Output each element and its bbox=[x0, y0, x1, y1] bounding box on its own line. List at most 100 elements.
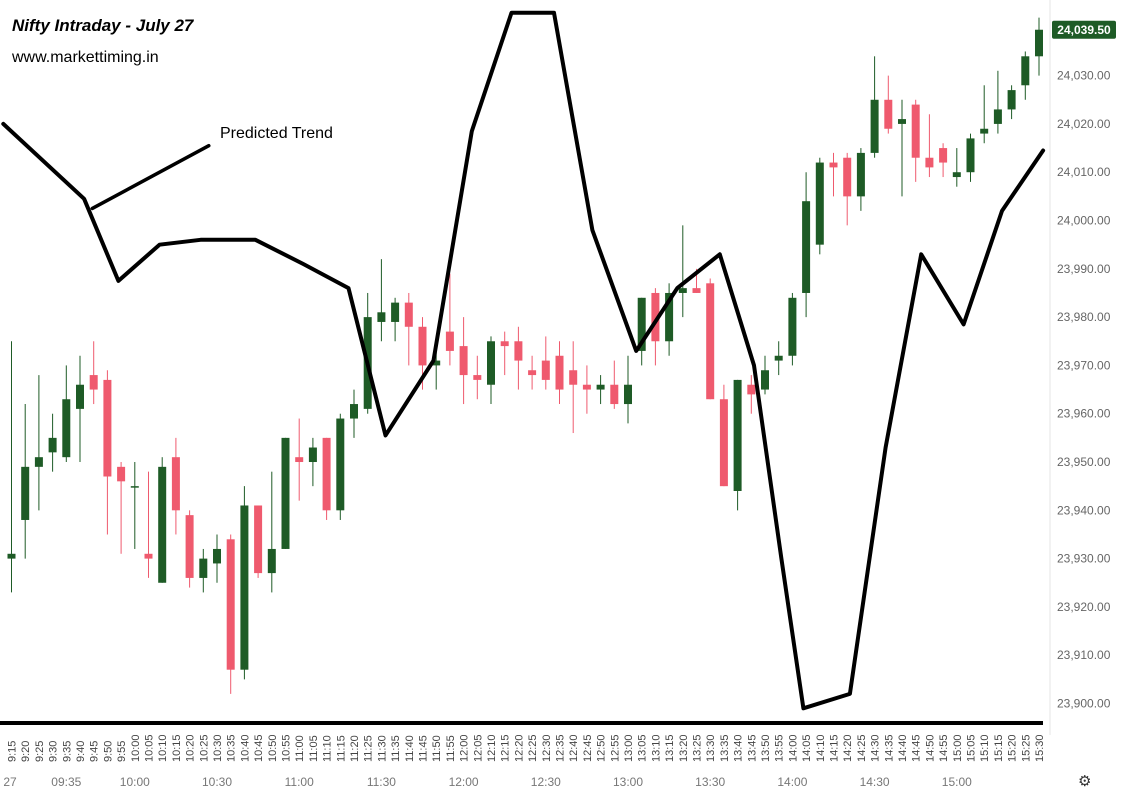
x-tick-label: 13:45 bbox=[746, 734, 758, 762]
candle-body bbox=[295, 457, 304, 463]
price-axis: 23,900.00 23,910.00 23,920.00 23,930.00 23,9… bbox=[1052, 20, 1116, 711]
x-tick-label: 12:40 bbox=[568, 734, 580, 762]
y-tick-label: 23,920.00 bbox=[1057, 600, 1111, 614]
candle-body bbox=[267, 548, 276, 574]
x-tick-label: 10:05 bbox=[144, 734, 156, 762]
candle bbox=[555, 341, 564, 405]
gear-icon[interactable]: ⚙ bbox=[1078, 772, 1092, 790]
candle-body bbox=[870, 99, 879, 153]
candle bbox=[733, 379, 742, 511]
candle bbox=[130, 462, 139, 549]
candle-body bbox=[391, 302, 400, 322]
candle-body bbox=[856, 152, 865, 197]
x-session-label: 13:30 bbox=[695, 775, 725, 789]
candle-body bbox=[158, 466, 167, 583]
x-tick-label: 14:05 bbox=[801, 734, 813, 762]
candle-body bbox=[911, 104, 920, 158]
x-tick-label: 14:20 bbox=[842, 734, 854, 762]
candle-body bbox=[48, 437, 57, 453]
candle bbox=[103, 370, 112, 535]
predicted-trend-line bbox=[1, 10, 1046, 711]
x-tick-label: 14:40 bbox=[897, 734, 909, 762]
candle bbox=[569, 341, 578, 434]
x-session-label: 15:00 bbox=[942, 775, 972, 789]
x-tick-label: 12:35 bbox=[555, 734, 567, 762]
candle bbox=[500, 331, 509, 376]
candle-body bbox=[665, 292, 674, 342]
y-tick-label: 23,900.00 bbox=[1057, 697, 1111, 711]
x-tick-label: 15:20 bbox=[1007, 734, 1019, 762]
candle bbox=[1007, 85, 1016, 120]
candle bbox=[843, 152, 852, 226]
candle-body bbox=[199, 558, 208, 578]
candle-body bbox=[719, 399, 728, 487]
x-tick-label: 12:45 bbox=[582, 734, 594, 762]
candle bbox=[925, 114, 934, 178]
x-tick-label: 11:55 bbox=[445, 735, 457, 762]
x-tick-label: 9:20 bbox=[20, 741, 32, 762]
x-tick-label: 12:15 bbox=[500, 734, 512, 762]
candle-body bbox=[747, 384, 756, 395]
x-session-label: 09:35 bbox=[51, 775, 81, 789]
candle bbox=[747, 375, 756, 414]
candle bbox=[829, 152, 838, 197]
x-tick-label: 13:40 bbox=[733, 734, 745, 762]
candle bbox=[651, 288, 660, 366]
x-tick-label: 14:50 bbox=[924, 734, 936, 762]
candle bbox=[7, 341, 16, 593]
x-tick-label: 14:00 bbox=[787, 734, 799, 762]
x-tick-label: 10:30 bbox=[212, 734, 224, 762]
x-tick-label: 9:30 bbox=[48, 741, 60, 762]
x-tick-label: 11:00 bbox=[294, 735, 306, 762]
y-tick-label: 23,960.00 bbox=[1057, 407, 1111, 421]
candle-body bbox=[254, 505, 263, 574]
candle bbox=[322, 437, 331, 520]
x-tick-label: 12:50 bbox=[596, 734, 608, 762]
candle-body bbox=[226, 539, 235, 670]
candle-body bbox=[555, 355, 564, 390]
candle bbox=[788, 292, 797, 366]
x-tick-label: 13:10 bbox=[650, 734, 662, 762]
x-tick-label: 9:40 bbox=[75, 741, 87, 762]
candle-body bbox=[185, 515, 194, 578]
x-tick-label: 14:30 bbox=[870, 734, 882, 762]
candle bbox=[980, 85, 989, 144]
x-session-label: 11:00 bbox=[285, 775, 314, 789]
candle-body bbox=[7, 553, 16, 559]
x-tick-label: 14:55 bbox=[938, 734, 950, 762]
candle-body bbox=[404, 302, 413, 327]
candle-body bbox=[569, 370, 578, 385]
candle-body bbox=[706, 283, 715, 400]
y-tick-label: 23,930.00 bbox=[1057, 552, 1111, 566]
x-tick-label: 13:50 bbox=[760, 734, 772, 762]
x-tick-label: 14:25 bbox=[856, 734, 868, 762]
candle bbox=[34, 375, 43, 511]
candle-body bbox=[445, 331, 454, 351]
y-tick-label: 24,030.00 bbox=[1057, 69, 1111, 83]
candle bbox=[514, 326, 523, 390]
candle-body bbox=[213, 548, 221, 564]
candle-body bbox=[1035, 29, 1043, 57]
candle bbox=[350, 389, 358, 438]
candle-body bbox=[637, 297, 646, 351]
candle-body bbox=[774, 355, 783, 361]
x-tick-label: 14:45 bbox=[911, 734, 923, 762]
candle bbox=[377, 259, 386, 342]
candle-body bbox=[692, 288, 701, 293]
x-tick-label: 15:15 bbox=[993, 734, 1005, 762]
candle bbox=[610, 360, 619, 409]
candle bbox=[404, 292, 413, 366]
candle bbox=[911, 99, 920, 182]
candle bbox=[21, 404, 30, 559]
x-tick-label: 12:10 bbox=[486, 734, 498, 762]
candle bbox=[213, 534, 221, 583]
x-session-label: 27 bbox=[3, 775, 17, 789]
x-tick-label: 14:15 bbox=[829, 734, 841, 762]
candle bbox=[1021, 51, 1030, 100]
candle bbox=[856, 148, 865, 211]
x-tick-label: 11:25 bbox=[363, 735, 375, 762]
candle bbox=[254, 505, 263, 578]
y-tick-label: 24,020.00 bbox=[1057, 117, 1111, 131]
x-tick-label: 10:20 bbox=[185, 734, 197, 762]
